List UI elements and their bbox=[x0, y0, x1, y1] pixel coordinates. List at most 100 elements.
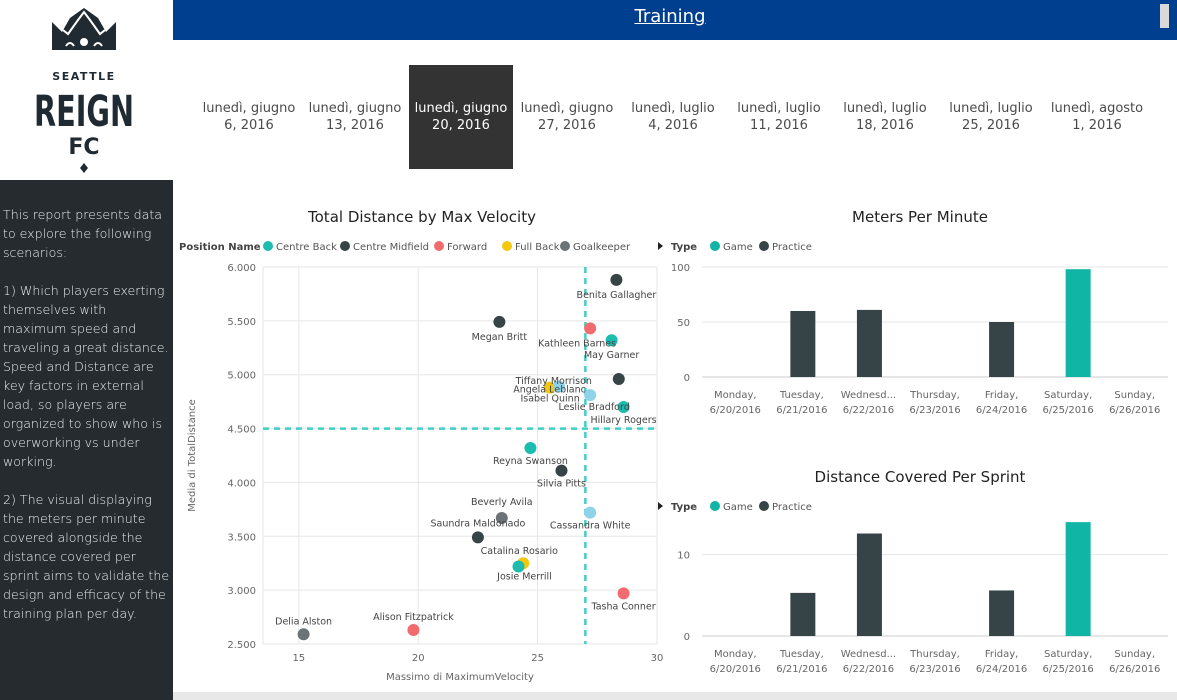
date-slicer-item[interactable]: lunedì, luglio 18, 2016 bbox=[833, 65, 937, 169]
x-tick-label: Friday, bbox=[985, 649, 1019, 660]
legend-label[interactable]: Forward bbox=[447, 242, 487, 253]
date-slicer-item[interactable]: lunedì, giugno 13, 2016 bbox=[303, 65, 407, 169]
x-tick-label: Sunday, bbox=[1114, 649, 1155, 660]
x-tick-label: 6/24/2016 bbox=[976, 664, 1027, 675]
bar[interactable] bbox=[1065, 522, 1091, 636]
x-tick-label: 20 bbox=[412, 653, 425, 664]
scatter-point-label: Leslie Bradford bbox=[559, 402, 630, 413]
x-tick-label: Saturday, bbox=[1044, 390, 1092, 401]
scatter-point-label: Catalina Rosario bbox=[481, 546, 558, 557]
bar[interactable] bbox=[1065, 269, 1091, 377]
bar[interactable] bbox=[790, 311, 816, 377]
meters-per-minute-chart[interactable]: Type Game Practice 0 50 100 Monday, 6/20/2016 Tu… bbox=[657, 232, 1177, 462]
x-tick-label: Thursday, bbox=[909, 649, 960, 660]
legend-marker bbox=[502, 241, 512, 251]
legend-title: Position Name bbox=[179, 242, 261, 253]
date-slicer-item[interactable]: lunedì, luglio 25, 2016 bbox=[939, 65, 1043, 169]
scatter-point-label: Kathleen Barnes bbox=[538, 338, 616, 349]
date-slicer-label: lunedì, luglio 18, 2016 bbox=[843, 101, 927, 133]
x-tick-label: Friday, bbox=[985, 390, 1019, 401]
y-tick-label: 100 bbox=[671, 263, 690, 274]
distance-per-sprint-chart[interactable]: Type Game Practice 0 10 Monday, 6/20/2016 Tuesd… bbox=[657, 492, 1177, 692]
date-slicer-item[interactable]: lunedì, giugno 20, 2016 bbox=[409, 65, 513, 169]
scatter-point[interactable] bbox=[524, 441, 537, 454]
scatter-point[interactable] bbox=[584, 322, 597, 335]
scatter-point-label: Saundra Maldonado bbox=[430, 518, 525, 529]
scatter-point[interactable] bbox=[493, 315, 506, 328]
x-tick-label: 6/26/2016 bbox=[1109, 405, 1160, 416]
scatter-point[interactable] bbox=[553, 380, 566, 393]
legend-label[interactable]: Centre Midfield bbox=[353, 242, 429, 253]
y-tick-label: 3.500 bbox=[227, 532, 256, 543]
scatter-point[interactable] bbox=[610, 273, 623, 286]
y-tick-label: 10 bbox=[677, 551, 690, 562]
x-tick-label: Thursday, bbox=[909, 390, 960, 401]
svg-text:SEATTLE: SEATTLE bbox=[52, 70, 115, 83]
legend-label[interactable]: Game bbox=[723, 502, 753, 513]
mpm-title: Meters Per Minute bbox=[852, 208, 988, 226]
legend-label[interactable]: Goalkeeper bbox=[573, 242, 631, 253]
scatter-point[interactable] bbox=[543, 381, 556, 394]
legend-title: Type bbox=[671, 242, 697, 253]
legend-label[interactable]: Centre Back bbox=[276, 242, 337, 253]
legend-label[interactable]: Full Back bbox=[515, 242, 560, 253]
x-axis-label: Massimo di MaximumVelocity bbox=[386, 672, 534, 683]
legend-marker bbox=[759, 241, 769, 251]
scatter-point-label: Tiffany Morrison bbox=[515, 376, 592, 387]
scatter-point[interactable] bbox=[617, 401, 630, 414]
scatter-point[interactable] bbox=[555, 464, 568, 477]
y-tick-label: 3.000 bbox=[227, 586, 256, 597]
legend-caret-icon[interactable] bbox=[658, 242, 663, 250]
bar[interactable] bbox=[856, 309, 882, 377]
date-slicer-item[interactable]: lunedì, luglio 4, 2016 bbox=[621, 65, 725, 169]
x-tick-label: 6/22/2016 bbox=[843, 664, 894, 675]
bar[interactable] bbox=[989, 590, 1015, 636]
dps-title: Distance Covered Per Sprint bbox=[814, 468, 1026, 486]
scatter-point-label: Megan Britt bbox=[472, 332, 528, 343]
scatter-point[interactable] bbox=[407, 623, 420, 636]
date-slicer-label: lunedì, luglio 25, 2016 bbox=[949, 101, 1033, 133]
y-tick-label: 4.000 bbox=[227, 478, 256, 489]
scatter-point[interactable] bbox=[617, 587, 630, 600]
date-slicer-item[interactable]: lunedì, giugno 6, 2016 bbox=[197, 65, 301, 169]
svg-text:FC: FC bbox=[68, 135, 99, 160]
scatter-point-label: May Garner bbox=[584, 350, 639, 361]
legend-label[interactable]: Game bbox=[723, 242, 753, 253]
legend-caret-icon[interactable] bbox=[658, 502, 663, 510]
date-slicer-label: lunedì, luglio 11, 2016 bbox=[737, 101, 821, 133]
scatter-chart[interactable]: Position Name Centre Back Centre Midfield F… bbox=[173, 232, 663, 692]
date-slicer-item[interactable]: lunedì, luglio 11, 2016 bbox=[727, 65, 831, 169]
date-slicer-label: lunedì, luglio 4, 2016 bbox=[631, 101, 715, 133]
date-slicer-item[interactable]: lunedì, agosto 1, 2016 bbox=[1045, 65, 1149, 169]
date-slicer: lunedì, giugno 6, 2016 lunedì, giugno 13, 2… bbox=[197, 65, 1147, 169]
date-slicer-item[interactable]: lunedì, giugno 27, 2016 bbox=[515, 65, 619, 169]
bar[interactable] bbox=[790, 592, 816, 636]
scatter-point-label: Beverly Avila bbox=[471, 497, 533, 508]
scrollbar[interactable] bbox=[1160, 4, 1169, 28]
scatter-point[interactable] bbox=[471, 531, 484, 544]
scatter-point[interactable] bbox=[605, 334, 618, 347]
scatter-point-label: Isabel Quinn bbox=[520, 394, 579, 405]
scatter-point[interactable] bbox=[612, 373, 625, 386]
legend-label[interactable]: Practice bbox=[772, 242, 812, 253]
legend-label[interactable]: Practice bbox=[772, 502, 812, 513]
scatter-point[interactable] bbox=[584, 506, 597, 519]
scatter-point[interactable] bbox=[584, 389, 597, 402]
x-tick-label: Monday, bbox=[714, 649, 757, 660]
scatter-point[interactable] bbox=[495, 511, 508, 524]
legend-marker bbox=[710, 241, 720, 251]
x-tick-label: 6/23/2016 bbox=[909, 405, 960, 416]
x-tick-label: 6/20/2016 bbox=[710, 405, 761, 416]
page-title[interactable]: Training bbox=[634, 6, 706, 27]
legend-marker bbox=[340, 241, 350, 251]
x-tick-label: Wednesd... bbox=[841, 390, 896, 401]
bar[interactable] bbox=[989, 322, 1015, 377]
scatter-point[interactable] bbox=[512, 560, 525, 573]
scatter-point[interactable] bbox=[297, 628, 310, 641]
date-slicer-label: lunedì, agosto 1, 2016 bbox=[1050, 101, 1144, 133]
legend-marker bbox=[263, 241, 273, 251]
header-bar: Training bbox=[173, 0, 1177, 40]
sidebar: SEATTLE REIGN FC This report presents da… bbox=[0, 0, 173, 700]
bar[interactable] bbox=[856, 533, 882, 636]
scatter-point-label: Hillary Rogers bbox=[590, 415, 656, 426]
